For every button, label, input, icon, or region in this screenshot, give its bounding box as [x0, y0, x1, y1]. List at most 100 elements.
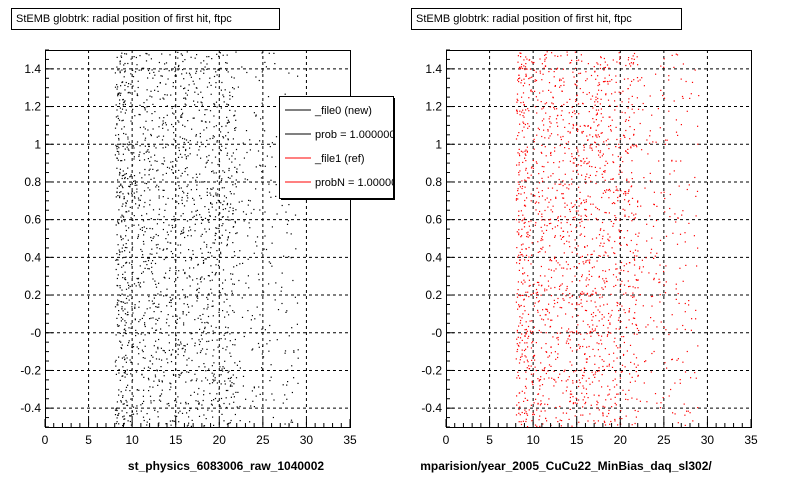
data-point	[659, 301, 661, 303]
data-point	[195, 134, 197, 136]
data-point	[598, 209, 600, 211]
data-point	[633, 52, 636, 55]
data-point	[251, 349, 253, 351]
data-point	[617, 200, 619, 202]
data-point	[219, 237, 221, 239]
data-point	[176, 315, 178, 317]
data-point	[526, 197, 528, 199]
data-point	[188, 311, 190, 313]
data-point	[178, 121, 180, 123]
data-point	[627, 148, 629, 150]
data-point	[610, 220, 612, 222]
data-point	[227, 331, 229, 333]
data-point	[550, 222, 552, 224]
data-point	[148, 390, 150, 392]
data-point	[121, 120, 123, 122]
data-point	[526, 68, 528, 70]
data-point	[196, 352, 198, 354]
data-point	[623, 135, 625, 137]
data-point	[694, 176, 696, 179]
data-point	[583, 375, 585, 377]
data-point	[679, 382, 681, 384]
data-point	[185, 401, 187, 403]
data-point	[155, 283, 157, 285]
data-point	[170, 354, 172, 356]
data-point	[213, 362, 215, 364]
data-point	[179, 410, 181, 412]
data-point	[198, 387, 200, 390]
data-point	[256, 306, 258, 308]
data-point	[173, 374, 175, 376]
data-point	[588, 111, 590, 113]
data-point	[116, 421, 118, 423]
data-point	[541, 236, 543, 238]
data-point	[515, 414, 518, 416]
data-point	[172, 298, 174, 300]
data-point	[625, 64, 627, 67]
data-point	[218, 200, 220, 202]
data-point	[131, 191, 133, 193]
data-point	[212, 416, 214, 418]
data-point	[516, 194, 518, 197]
data-point	[231, 175, 233, 177]
data-point	[583, 396, 586, 398]
data-point	[125, 279, 127, 281]
data-point	[183, 322, 185, 324]
data-point	[271, 142, 273, 144]
data-point	[552, 336, 554, 338]
data-point	[609, 322, 611, 324]
data-point	[158, 282, 160, 284]
data-point	[540, 376, 542, 378]
data-point	[624, 312, 626, 314]
data-point	[125, 389, 127, 391]
data-point	[190, 394, 192, 396]
data-point	[172, 126, 174, 128]
data-point	[116, 234, 118, 236]
data-point	[548, 201, 550, 203]
data-point	[222, 208, 224, 211]
data-point	[602, 270, 604, 272]
data-point	[533, 356, 535, 358]
data-point	[165, 272, 167, 274]
data-point	[119, 168, 121, 170]
data-point	[118, 389, 120, 391]
data-point	[692, 420, 694, 422]
data-point	[576, 402, 578, 404]
data-point	[259, 393, 261, 395]
data-point	[186, 359, 188, 361]
data-point	[122, 277, 124, 279]
data-point	[136, 141, 139, 143]
data-point	[121, 108, 124, 110]
data-point	[566, 340, 568, 342]
data-point	[180, 341, 182, 343]
data-point	[541, 213, 543, 215]
data-point	[149, 189, 151, 191]
data-point	[521, 349, 523, 351]
data-point	[567, 338, 569, 340]
data-point	[202, 219, 204, 221]
data-point	[542, 239, 544, 241]
data-point	[529, 320, 531, 322]
data-point	[527, 127, 529, 129]
data-point	[290, 257, 292, 259]
data-point	[599, 229, 601, 231]
data-point	[143, 126, 145, 128]
data-point	[605, 94, 607, 96]
data-point	[623, 284, 626, 286]
data-point	[565, 342, 567, 344]
data-point	[571, 295, 573, 297]
data-point	[664, 143, 666, 145]
data-point	[225, 349, 227, 351]
data-point	[249, 227, 251, 229]
data-point	[182, 190, 184, 192]
data-point	[206, 246, 208, 248]
data-point	[594, 376, 596, 378]
data-point	[582, 261, 584, 263]
data-point	[548, 118, 550, 120]
data-point	[575, 199, 577, 202]
data-point	[189, 285, 191, 287]
data-point	[611, 202, 613, 205]
data-point	[137, 333, 139, 335]
data-point	[634, 249, 637, 251]
data-point	[184, 349, 186, 351]
